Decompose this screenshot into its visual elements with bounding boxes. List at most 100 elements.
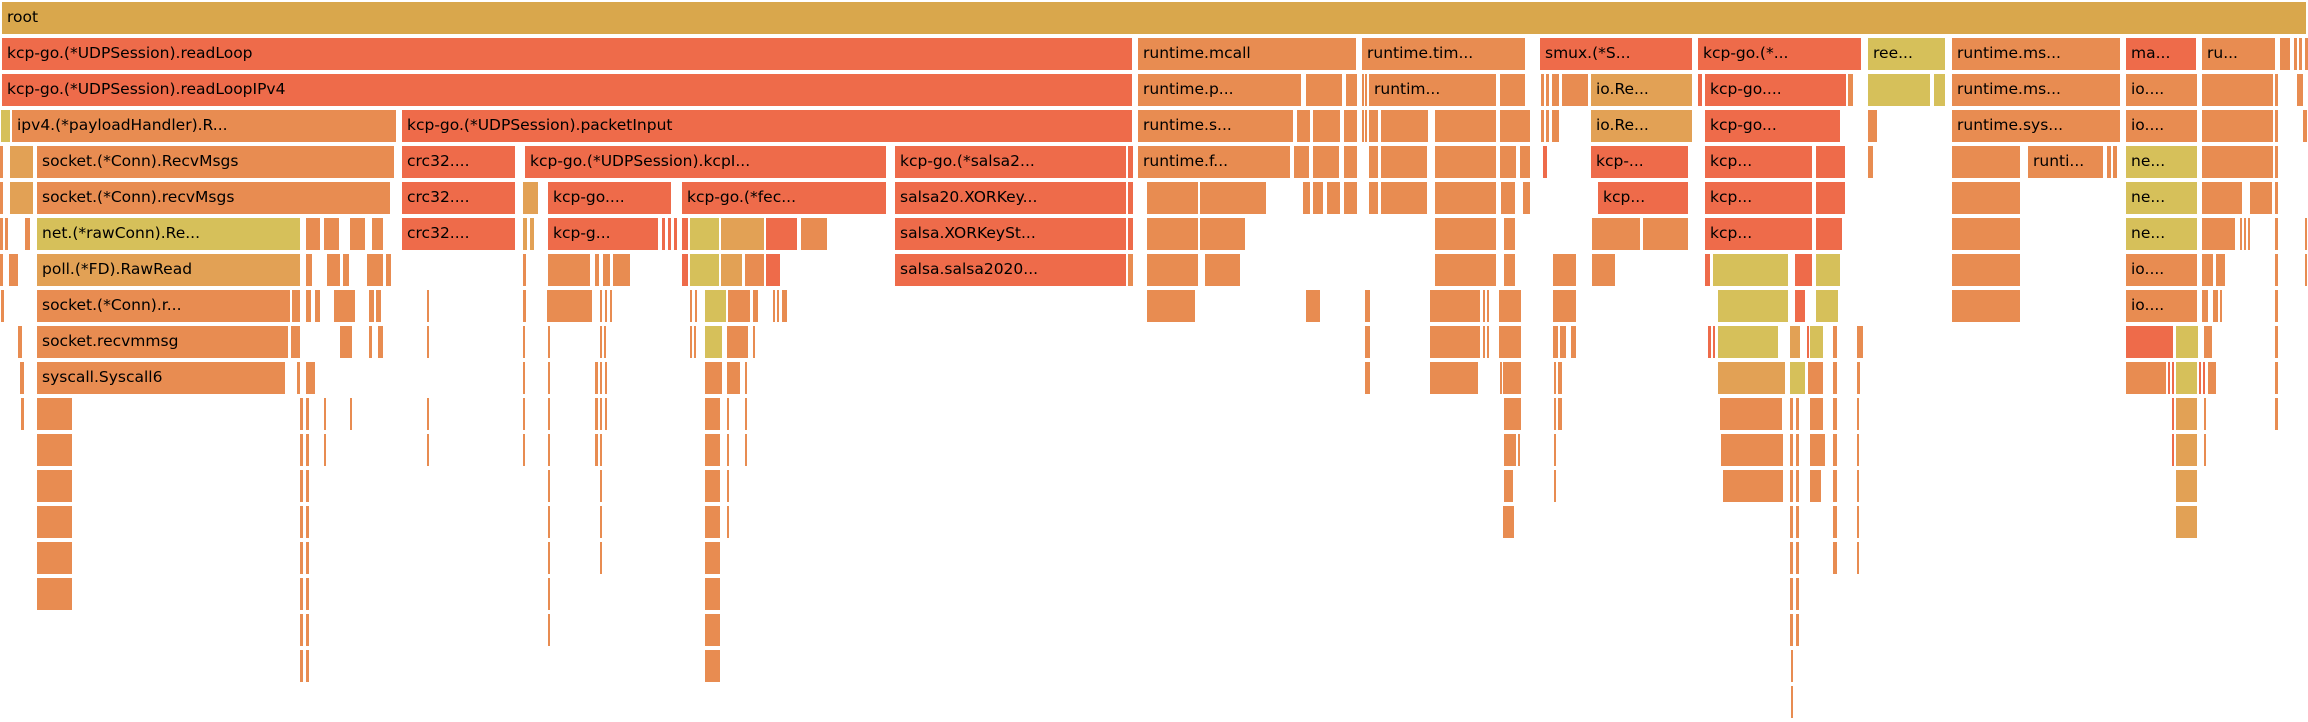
flame-frame[interactable] [1934, 74, 1945, 106]
flame-frame[interactable] [523, 362, 525, 394]
flame-frame[interactable] [2204, 398, 2206, 430]
flame-frame[interactable] [1306, 290, 1320, 322]
flame-frame[interactable] [1430, 362, 1478, 394]
flame-frame[interactable] [427, 434, 429, 466]
flame-frame[interactable]: ne... [2126, 182, 2197, 214]
flame-frame[interactable] [2305, 38, 2308, 70]
flame-frame[interactable] [1504, 434, 1516, 466]
flame-frame[interactable] [1571, 326, 1576, 358]
flame-frame[interactable] [1708, 326, 1711, 358]
flame-frame[interactable] [1790, 470, 1793, 502]
flame-frame[interactable] [1833, 434, 1837, 466]
flame-frame[interactable] [37, 542, 72, 574]
flame-frame[interactable]: ree... [1868, 38, 1945, 70]
flame-frame[interactable] [2208, 362, 2216, 394]
flame-frame[interactable] [727, 362, 740, 394]
flame-frame[interactable] [523, 398, 525, 430]
flame-frame[interactable] [1205, 254, 1240, 286]
flame-frame[interactable] [1200, 182, 1266, 214]
flame-frame[interactable] [1796, 434, 1799, 466]
flame-frame[interactable]: kcp-go.... [1705, 74, 1846, 106]
flame-frame[interactable]: kcp-go... [1705, 110, 1840, 142]
flame-frame[interactable] [306, 434, 309, 466]
flame-frame[interactable] [2172, 398, 2174, 430]
flame-frame[interactable] [1541, 110, 1544, 142]
flame-frame[interactable] [1365, 326, 1370, 358]
flame-frame[interactable] [1435, 182, 1496, 214]
flame-frame[interactable] [753, 326, 755, 358]
flame-frame[interactable]: socket.(*Conn).r... [37, 290, 290, 322]
flame-frame[interactable] [1848, 74, 1853, 106]
flame-frame[interactable] [2213, 290, 2218, 322]
flame-frame[interactable] [1816, 290, 1838, 322]
flame-frame[interactable]: runtime.ms... [1952, 74, 2120, 106]
flame-frame[interactable] [605, 290, 607, 322]
flame-frame[interactable]: runtime.f... [1138, 146, 1290, 178]
flame-frame[interactable] [306, 650, 309, 682]
flame-frame[interactable] [1698, 74, 1702, 106]
flame-frame[interactable] [1500, 362, 1502, 394]
flame-frame[interactable] [350, 398, 352, 430]
flame-frame[interactable]: runti... [2028, 146, 2103, 178]
flame-frame[interactable] [1518, 434, 1520, 466]
flame-frame[interactable] [297, 362, 300, 394]
flame-frame[interactable] [523, 218, 527, 250]
flame-frame[interactable] [1790, 398, 1793, 430]
flame-frame[interactable]: kcp-g... [548, 218, 658, 250]
flame-frame[interactable] [548, 506, 550, 538]
flame-frame[interactable] [705, 398, 720, 430]
flame-frame[interactable] [2220, 290, 2222, 322]
flame-frame[interactable] [1503, 506, 1514, 538]
flame-frame[interactable] [2275, 290, 2278, 322]
flame-frame[interactable] [2202, 182, 2242, 214]
flame-frame[interactable] [1504, 398, 1521, 430]
flame-frame[interactable] [1833, 326, 1837, 358]
flame-frame[interactable] [1435, 146, 1496, 178]
flame-frame[interactable] [2176, 434, 2197, 466]
flame-frame[interactable] [306, 470, 309, 502]
flame-frame[interactable] [1791, 686, 1793, 718]
flame-frame[interactable]: net.(*rawConn).Re... [37, 218, 300, 250]
flame-frame[interactable] [1790, 362, 1805, 394]
flame-frame[interactable]: ne... [2126, 146, 2197, 178]
flame-frame[interactable] [1795, 254, 1812, 286]
flame-frame[interactable] [705, 542, 720, 574]
flame-frame[interactable] [2199, 362, 2201, 394]
flame-frame[interactable]: runtime.tim... [1362, 38, 1525, 70]
flame-frame[interactable]: poll.(*FD).RawRead [37, 254, 300, 286]
flame-frame[interactable] [1857, 506, 1859, 538]
flame-frame[interactable] [1553, 290, 1576, 322]
flame-frame[interactable] [1543, 146, 1547, 178]
flame-frame[interactable] [324, 398, 326, 430]
flame-frame[interactable] [300, 578, 303, 610]
flame-frame[interactable] [548, 542, 550, 574]
flame-frame[interactable] [1501, 182, 1515, 214]
flame-frame[interactable] [600, 434, 602, 466]
flame-frame[interactable] [1128, 146, 1133, 178]
flame-frame[interactable] [1297, 110, 1310, 142]
flame-frame[interactable] [0, 254, 3, 286]
flame-frame[interactable] [600, 470, 602, 502]
flame-frame[interactable]: kcp-go.(*UDPSession).packetInput [402, 110, 1132, 142]
flame-frame[interactable] [610, 290, 612, 322]
flame-frame[interactable] [1592, 218, 1640, 250]
flame-frame[interactable] [1504, 254, 1515, 286]
flame-frame[interactable] [306, 506, 309, 538]
flame-frame[interactable] [766, 254, 780, 286]
flame-frame[interactable] [1558, 398, 1562, 430]
flame-frame[interactable]: runtim... [1369, 74, 1496, 106]
flame-frame[interactable] [1833, 398, 1837, 430]
flame-frame[interactable] [600, 542, 602, 574]
flame-frame[interactable] [548, 326, 550, 358]
flame-frame[interactable]: runtime.s... [1138, 110, 1293, 142]
flame-frame[interactable] [334, 290, 355, 322]
flame-frame[interactable] [1362, 110, 1364, 142]
flame-frame[interactable] [600, 398, 602, 430]
flame-frame[interactable] [2172, 434, 2174, 466]
flame-frame[interactable] [1718, 362, 1785, 394]
flame-frame[interactable] [324, 434, 326, 466]
flame-frame[interactable] [1500, 110, 1530, 142]
flame-frame[interactable] [2216, 254, 2225, 286]
flame-frame[interactable] [369, 290, 374, 322]
flame-frame[interactable] [2176, 398, 2197, 430]
